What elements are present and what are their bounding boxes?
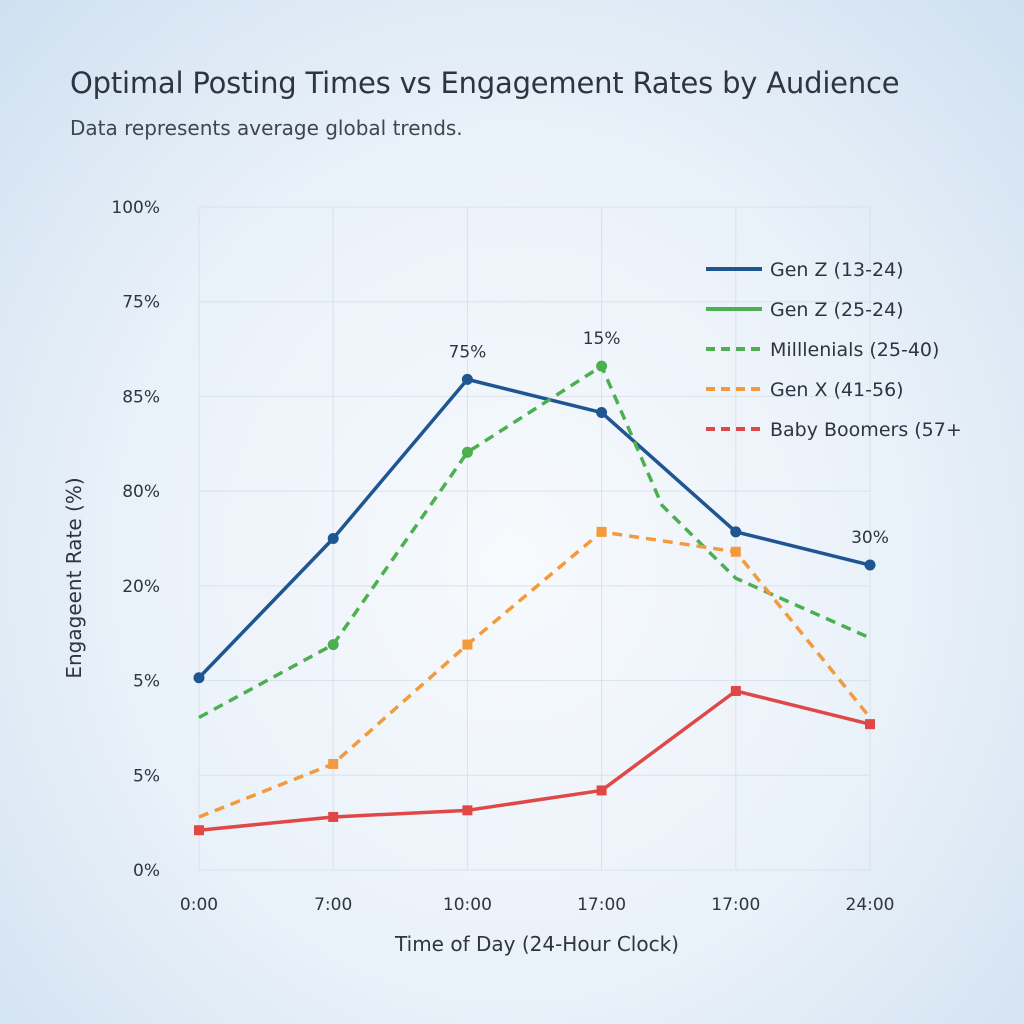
data-point [730, 526, 742, 538]
data-point [461, 373, 473, 385]
legend-item: Gen X (41-56) [706, 379, 904, 401]
x-tick-label: 24:00 [846, 895, 895, 915]
data-point [194, 825, 204, 836]
data-label: 75% [449, 342, 487, 362]
y-axis-label: Engageent Rate (%) [62, 477, 86, 678]
series-line [197, 377, 871, 679]
y-tick-label: 100% [111, 198, 160, 218]
data-point [461, 446, 473, 458]
y-axis-ticks: 0% 5% 5% 20% 80% 85% 75% 100% [111, 198, 160, 881]
data-point [462, 805, 473, 816]
y-tick-label: 85% [122, 387, 160, 407]
legend-label: Milllenials (25-40) [770, 339, 939, 361]
legend-item: Gen Z (25-24) [706, 299, 904, 321]
series-0 [193, 373, 876, 684]
annotations: 75% 15% 30% [449, 329, 889, 548]
series-2 [198, 360, 871, 720]
series-4 [194, 685, 875, 836]
legend: Gen Z (13-24) Gen Z (25-24) Milllenials (2… [706, 259, 962, 441]
series-line [198, 530, 872, 819]
legend-item: Baby Boomers (57+ [706, 419, 962, 441]
x-axis-ticks: 0:00 7:00 10:00 17:00 17:00 24:00 [180, 895, 895, 915]
data-point [327, 533, 339, 544]
legend-label: Gen Z (25-24) [770, 299, 904, 321]
x-tick-label: 0:00 [180, 895, 218, 915]
data-point [462, 639, 473, 650]
data-point [730, 546, 741, 557]
data-point [328, 758, 339, 769]
x-tick-label: 7:00 [314, 895, 352, 915]
grid [198, 206, 871, 871]
data-point [327, 639, 339, 651]
y-tick-label: 20% [122, 577, 160, 597]
data-point [865, 719, 875, 730]
data-point [596, 785, 607, 796]
x-axis-label: Time of Day (24-Hour Clock) [394, 932, 679, 956]
series-3 [198, 526, 872, 819]
series [193, 360, 876, 836]
data-point [328, 811, 339, 822]
x-tick-label: 10:00 [443, 895, 492, 915]
data-point [193, 672, 205, 684]
data-point [596, 407, 608, 419]
data-point [864, 559, 876, 571]
y-tick-label: 75% [122, 293, 160, 313]
legend-item: Gen Z (13-24) [706, 259, 904, 281]
chart-title: Optimal Posting Times vs Engagement Rate… [70, 66, 900, 100]
data-label: 15% [583, 329, 621, 349]
y-tick-label: 80% [122, 482, 160, 502]
legend-item: Milllenials (25-40) [706, 339, 939, 361]
y-tick-label: 5% [133, 672, 160, 692]
series-line [198, 689, 871, 832]
x-tick-label: 17:00 [711, 895, 760, 915]
data-point [730, 685, 741, 696]
y-tick-label: 0% [133, 861, 160, 881]
chart-subtitle: Data represents average global trends. [70, 116, 463, 140]
data-label: 30% [851, 528, 889, 548]
y-tick-label: 5% [133, 766, 160, 786]
x-tick-label: 17:00 [577, 895, 626, 915]
legend-label: Gen Z (13-24) [770, 259, 904, 281]
data-point [596, 360, 608, 372]
data-point [596, 526, 607, 537]
legend-label: Gen X (41-56) [770, 379, 904, 401]
legend-label: Baby Boomers (57+ [770, 419, 962, 441]
